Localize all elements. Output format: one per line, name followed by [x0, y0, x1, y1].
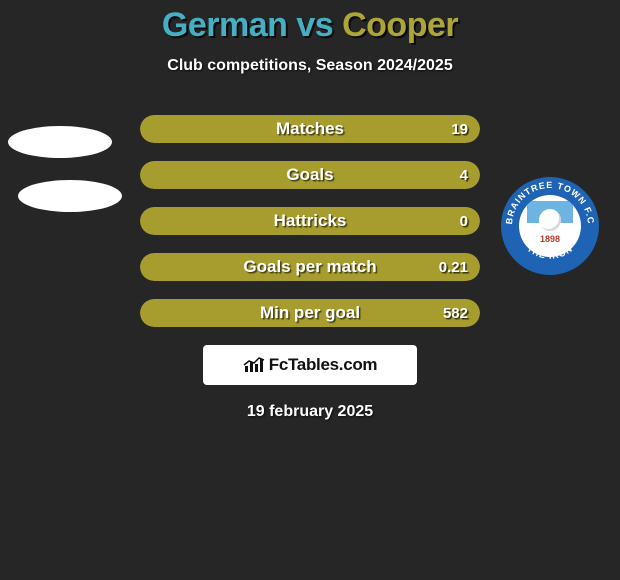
bar-fill — [140, 115, 480, 143]
bar-value-right: 0 — [460, 207, 468, 235]
stat-bars: Matches19 Goals4 Hattricks0 Goals per match… — [140, 115, 480, 327]
stat-bar: Matches19 — [140, 115, 480, 143]
page-title: German vs Cooper — [0, 6, 620, 45]
bar-value-right: 582 — [443, 299, 468, 327]
bar-track — [140, 207, 480, 235]
bar-track — [140, 253, 480, 281]
bar-track — [140, 299, 480, 327]
bar-track — [140, 115, 480, 143]
club-badge-left — [8, 126, 112, 158]
bar-fill — [140, 299, 480, 327]
stat-bar: Goals4 — [140, 161, 480, 189]
bar-track — [140, 161, 480, 189]
badge-inner: 1898 — [519, 195, 581, 257]
brand-text: FcTables.com — [269, 355, 378, 375]
subtitle: Club competitions, Season 2024/2025 — [0, 57, 620, 75]
bar-value-right: 19 — [451, 115, 468, 143]
badge-year: 1898 — [540, 234, 560, 244]
title-left: German — [162, 6, 288, 44]
brand-chart-icon — [243, 356, 265, 374]
bar-value-right: 4 — [460, 161, 468, 189]
club-badge-right: BRAINTREE TOWN F.C THE IRON 1898 — [500, 176, 600, 276]
bar-fill — [140, 161, 480, 189]
title-mid: vs — [287, 6, 342, 44]
title-right: Cooper — [342, 6, 458, 44]
stat-bar: Goals per match0.21 — [140, 253, 480, 281]
date-label: 19 february 2025 — [0, 403, 620, 421]
bar-value-right: 0.21 — [439, 253, 468, 281]
brand-link[interactable]: FcTables.com — [203, 345, 417, 385]
stat-bar: Hattricks0 — [140, 207, 480, 235]
club-badge-left — [18, 180, 122, 212]
stat-bar: Min per goal582 — [140, 299, 480, 327]
badge-ball-icon — [539, 209, 561, 231]
bar-fill — [140, 207, 480, 235]
bar-fill — [140, 253, 480, 281]
